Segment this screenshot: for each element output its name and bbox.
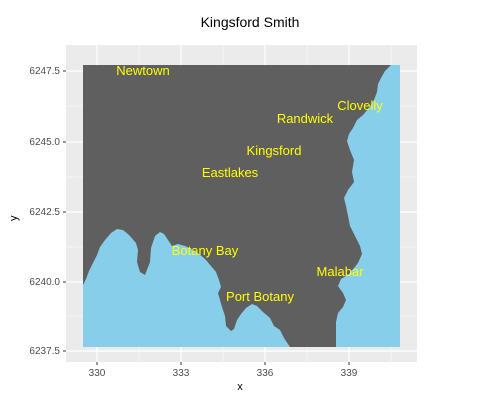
y-tick-label: 6245.0 (29, 137, 60, 148)
place-label-eastlakes: Eastlakes (202, 165, 259, 180)
place-label-clovelly: Clovelly (337, 98, 383, 113)
place-label-botany-bay: Botany Bay (172, 243, 239, 258)
y-axis-title: y (8, 215, 20, 222)
x-tick-label: 330 (89, 368, 106, 379)
y-tick-label: 6242.5 (29, 207, 60, 218)
x-tick-label: 333 (173, 368, 190, 379)
x-tick-label: 339 (341, 368, 358, 379)
plot-title: Kingsford Smith (200, 14, 300, 30)
y-tick-label: 6240.0 (29, 277, 60, 288)
place-label-randwick: Randwick (277, 111, 334, 126)
place-label-port-botany: Port Botany (226, 289, 294, 304)
y-tick-label: 6237.5 (29, 346, 60, 357)
place-label-kingsford: Kingsford (247, 143, 302, 158)
x-tick-label: 336 (257, 368, 274, 379)
x-axis-title: x (237, 381, 243, 393)
axis-ticks (63, 70, 350, 365)
place-label-malabar: Malabar (317, 264, 365, 279)
y-tick-label: 6247.5 (29, 66, 60, 77)
land-area (83, 65, 391, 347)
place-label-newtown: Newtown (116, 63, 169, 78)
